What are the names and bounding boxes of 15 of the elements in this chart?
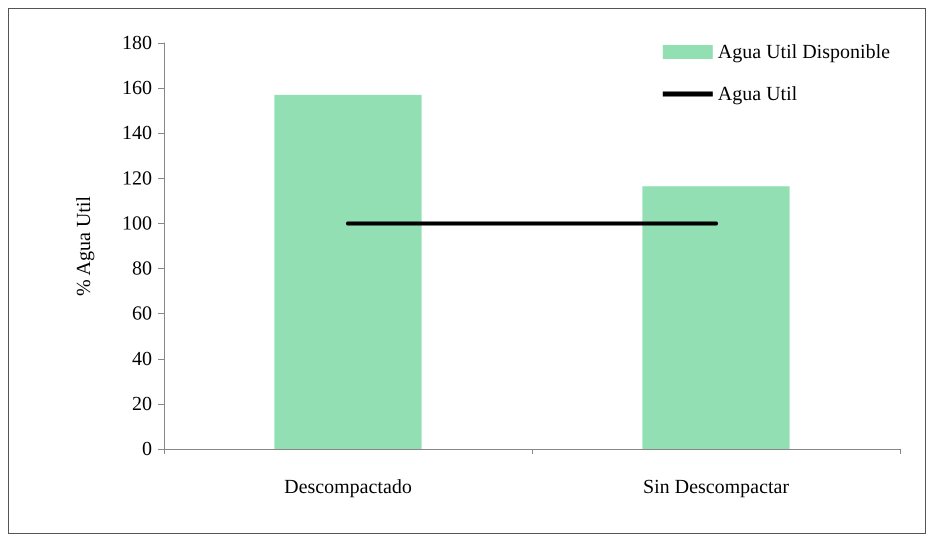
legend-label: Agua Util [718, 83, 798, 105]
y-tick-label: 80 [132, 258, 152, 280]
y-tick-label: 140 [122, 122, 152, 144]
x-tick-label: Sin Descompactar [642, 476, 790, 498]
y-tick-label: 40 [132, 348, 152, 370]
y-tick-label: 100 [122, 212, 152, 234]
x-tick-label: Descompactado [284, 476, 412, 498]
legend-label: Agua Util Disponible [718, 41, 890, 63]
y-tick-label: 20 [132, 392, 152, 415]
y-axis-title: % Agua Util [73, 196, 95, 296]
y-tick-label: 180 [122, 32, 152, 54]
y-tick-label: 60 [132, 302, 152, 325]
y-tick-label: 160 [122, 77, 152, 100]
y-tick-label: 120 [122, 167, 152, 190]
y-tick-label: 0 [142, 438, 152, 460]
